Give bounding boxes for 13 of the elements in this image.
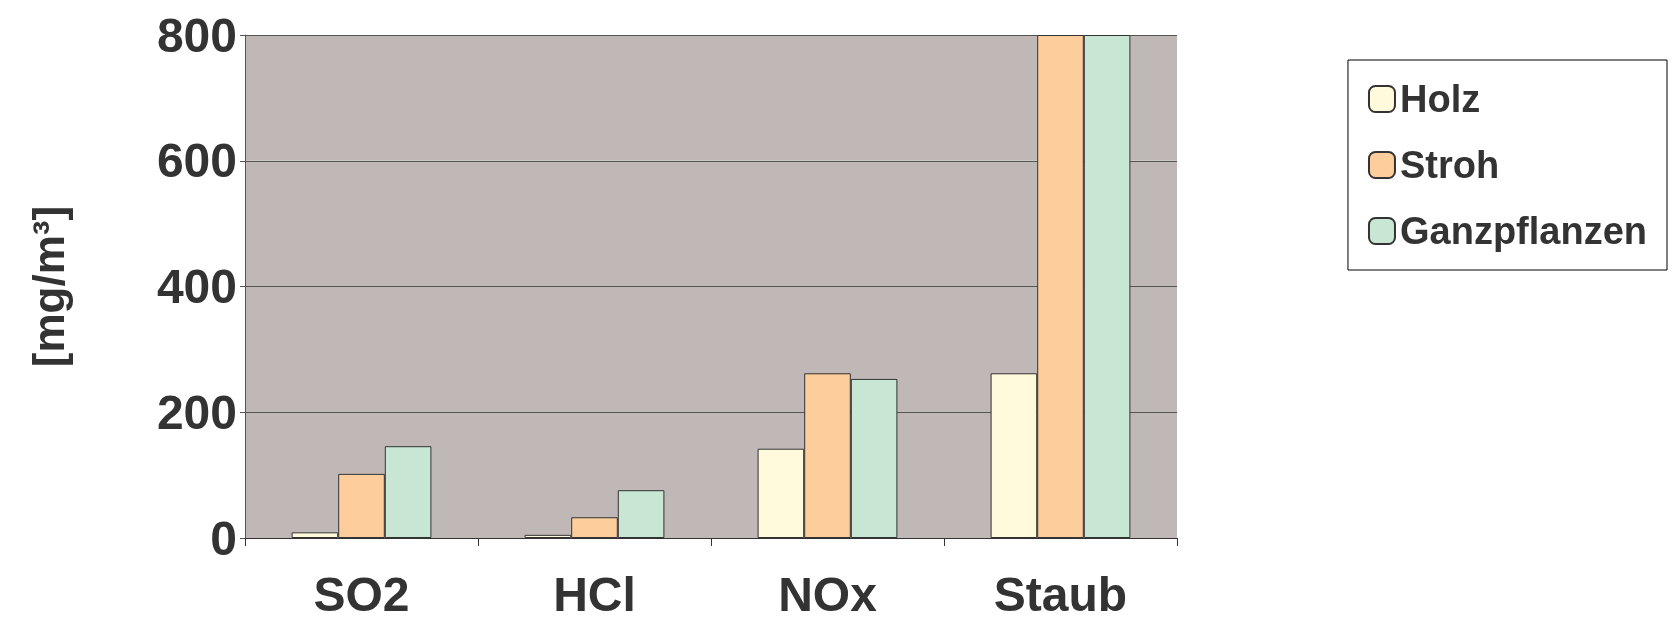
y-tick-label: 0 xyxy=(210,511,237,565)
legend-label: Ganzpflanzen xyxy=(1399,210,1648,252)
y-tick-label: 400 xyxy=(156,260,237,313)
x-tick-label: SO2 xyxy=(313,567,410,621)
y-axis-title: [mg/m³] xyxy=(23,205,73,368)
y-tick-label: 800 xyxy=(156,8,237,62)
legend-label: Stroh xyxy=(1399,144,1500,186)
x-tick-label: HCl xyxy=(553,567,636,621)
y-tick-label: 600 xyxy=(156,134,237,188)
x-tick-label: Staub xyxy=(993,567,1128,621)
x-tick-label: NOx xyxy=(778,567,878,621)
y-tick-label: 200 xyxy=(156,385,237,439)
legend-label: Holz xyxy=(1399,78,1481,120)
